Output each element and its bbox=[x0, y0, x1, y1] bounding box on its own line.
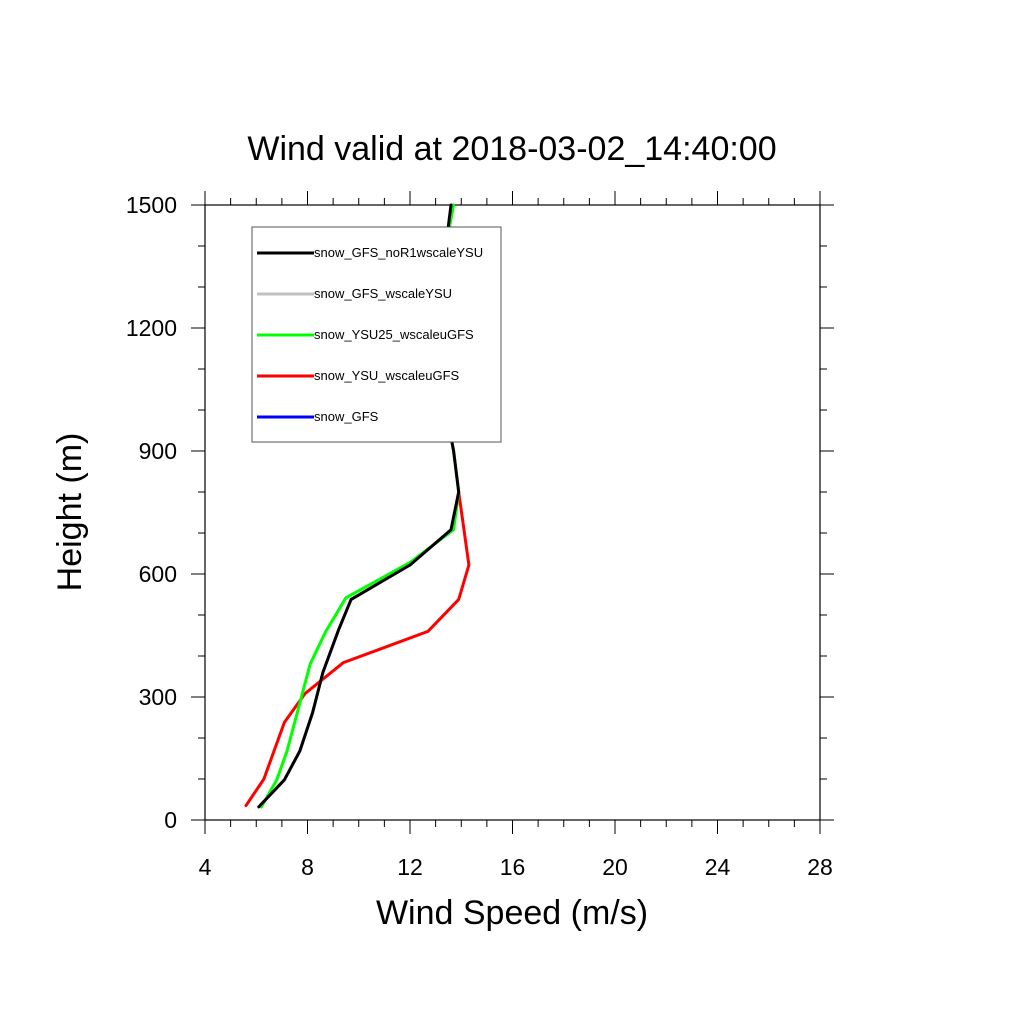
y-tick-label: 900 bbox=[139, 438, 177, 464]
y-tick-label: 300 bbox=[139, 684, 177, 710]
y-axis-label: Height (m) bbox=[51, 433, 89, 592]
x-tick-label: 20 bbox=[602, 854, 628, 880]
y-tick-label: 0 bbox=[164, 807, 177, 833]
y-tick-label: 600 bbox=[139, 561, 177, 587]
legend-label: snow_GFS bbox=[314, 409, 379, 424]
x-tick-label: 12 bbox=[397, 854, 423, 880]
legend-label: snow_YSU25_wscaleuGFS bbox=[314, 327, 474, 342]
x-axis-label: Wind Speed (m/s) bbox=[376, 894, 648, 932]
x-tick-label: 8 bbox=[301, 854, 314, 880]
legend-label: snow_YSU_wscaleuGFS bbox=[314, 368, 460, 383]
y-tick-label: 1200 bbox=[126, 315, 177, 341]
tick-labels: 4 8 12 16 20 24 28 0 300 600 900 1200 1500 bbox=[126, 192, 833, 880]
legend-label: snow_GFS_wscaleYSU bbox=[314, 286, 452, 301]
y-tick-label: 1500 bbox=[126, 192, 177, 218]
x-tick-label: 4 bbox=[199, 854, 212, 880]
legend: snow_GFS_noR1wscaleYSU snow_GFS_wscaleYSU… bbox=[251, 226, 502, 443]
x-tick-label: 28 bbox=[807, 854, 833, 880]
x-tick-label: 24 bbox=[705, 854, 731, 880]
legend-label: snow_GFS_noR1wscaleYSU bbox=[314, 245, 483, 260]
chart-title: Wind valid at 2018-03-02_14:40:00 bbox=[247, 130, 776, 168]
axis-ticks bbox=[191, 191, 834, 834]
x-tick-label: 16 bbox=[500, 854, 526, 880]
series-line-4 bbox=[244, 490, 471, 808]
